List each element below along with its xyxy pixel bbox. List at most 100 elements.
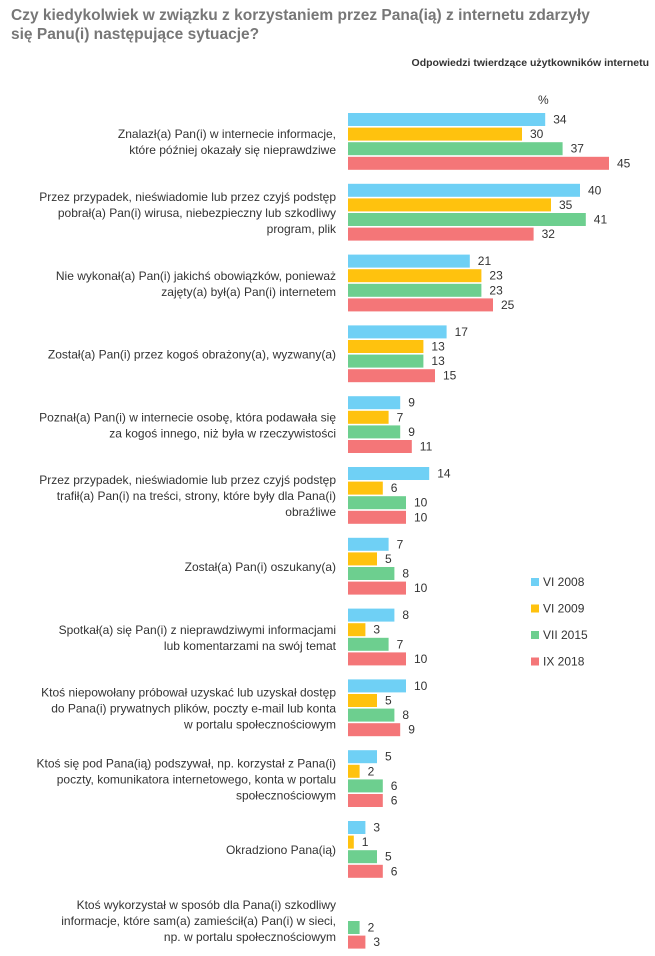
value-label: 9	[408, 723, 415, 737]
value-label: 7	[397, 637, 404, 651]
bar	[348, 510, 406, 524]
category-label: Przez przypadek, nieświadomie lub przez …	[39, 473, 336, 487]
bar	[348, 254, 470, 268]
value-label: 6	[391, 864, 398, 878]
bar	[348, 794, 383, 807]
value-label: 5	[385, 552, 392, 566]
value-label: 1	[362, 835, 369, 849]
legend-swatch	[531, 578, 539, 586]
bar	[348, 623, 366, 637]
bar	[348, 764, 360, 778]
category-label: Został(a) Pan(i) przez kogoś obrażony(a)…	[48, 348, 336, 362]
bar	[348, 425, 401, 439]
bar	[348, 750, 377, 764]
bar	[348, 637, 389, 651]
bar	[348, 127, 522, 141]
value-label: 23	[489, 269, 503, 283]
category-label: które później okazały się nieprawdziwe	[129, 143, 336, 157]
legend-label: VI 2008	[543, 575, 585, 589]
bar	[348, 723, 401, 737]
bar	[348, 537, 389, 551]
value-label: 6	[391, 794, 398, 808]
legend-swatch	[531, 657, 539, 666]
bar	[348, 142, 563, 156]
value-label: 7	[397, 410, 404, 424]
category-label: Znalazł(a) Pan(i) w internecie informacj…	[118, 127, 336, 141]
value-label: 9	[408, 396, 415, 410]
value-label: 37	[571, 142, 585, 156]
value-label: 3	[373, 623, 380, 637]
category-label: np. w portalu społecznościowym	[164, 930, 336, 944]
category-label: Spotkał(a) się Pan(i) z nieprawdziwymi i…	[59, 623, 336, 637]
value-label: 32	[542, 227, 556, 241]
category-label: zajęty(a) był(a) Pan(i) internetem	[161, 285, 336, 299]
bar	[348, 269, 482, 283]
category-label: Został(a) Pan(i) oszukany(a)	[185, 560, 336, 574]
category-label: w portalu społecznościowym	[183, 718, 336, 732]
bar	[348, 652, 406, 666]
category-label: Ktoś niepowołany próbował uzyskać lub uz…	[41, 686, 336, 700]
value-label: 9	[408, 425, 415, 439]
value-label: 5	[385, 850, 392, 864]
bar	[348, 227, 534, 241]
bar	[348, 283, 482, 297]
value-label: 25	[501, 298, 515, 312]
value-label: 30	[530, 127, 544, 141]
value-label: 40	[588, 183, 602, 197]
value-label: 7	[397, 537, 404, 551]
chart-subtitle: Odpowiedzi twierdzące użytkowników inter…	[411, 57, 649, 69]
bar	[348, 864, 383, 878]
bar	[348, 850, 377, 864]
legend-swatch	[531, 631, 539, 639]
value-label: 11	[420, 440, 433, 454]
bar	[348, 552, 377, 566]
category-label: Ktoś wykorzystał w sposób dla Pana(i) sz…	[77, 898, 336, 912]
bar	[348, 694, 377, 707]
bar	[348, 935, 366, 949]
bar	[348, 113, 546, 126]
bar	[348, 581, 406, 595]
bar	[348, 821, 366, 834]
value-label: 3	[373, 821, 380, 835]
bar	[348, 567, 395, 580]
value-label: 10	[414, 496, 428, 510]
bar	[348, 198, 551, 212]
bar	[348, 340, 424, 353]
bar	[348, 921, 360, 934]
category-label: społecznościowym	[236, 788, 336, 802]
bar	[348, 496, 406, 510]
bar	[348, 325, 447, 339]
category-label: Przez przypadek, nieświadomie lub przez …	[39, 190, 336, 204]
legend-swatch	[531, 604, 539, 613]
value-label: 21	[478, 254, 492, 268]
value-label: 6	[391, 779, 398, 793]
value-label: 8	[402, 708, 409, 722]
value-label: 14	[437, 467, 451, 481]
bar	[348, 779, 383, 793]
value-label: 10	[414, 510, 428, 524]
category-label: Poznał(a) Pan(i) w internecie osobę, któ…	[39, 410, 336, 424]
value-label: 41	[594, 213, 608, 227]
value-label: 10	[414, 652, 428, 666]
value-label: 17	[455, 325, 469, 339]
bar	[348, 708, 395, 722]
value-label: 34	[553, 113, 567, 127]
value-label: 8	[402, 608, 409, 622]
category-label: za kogoś innego, niż była w rzeczywistoś…	[109, 426, 336, 440]
value-label: 45	[617, 156, 631, 170]
bar	[348, 298, 493, 312]
value-label: 10	[414, 581, 428, 595]
value-label: 13	[431, 354, 445, 368]
bar	[348, 410, 389, 424]
bar	[348, 679, 406, 693]
value-label: 5	[385, 750, 392, 764]
bar	[348, 835, 354, 849]
bar	[348, 608, 395, 622]
bar	[348, 481, 383, 495]
legend-label: IX 2018	[543, 655, 585, 669]
value-label: 10	[414, 679, 428, 693]
value-label: 23	[489, 283, 503, 297]
value-label: 2	[368, 764, 375, 778]
bar	[348, 183, 580, 197]
